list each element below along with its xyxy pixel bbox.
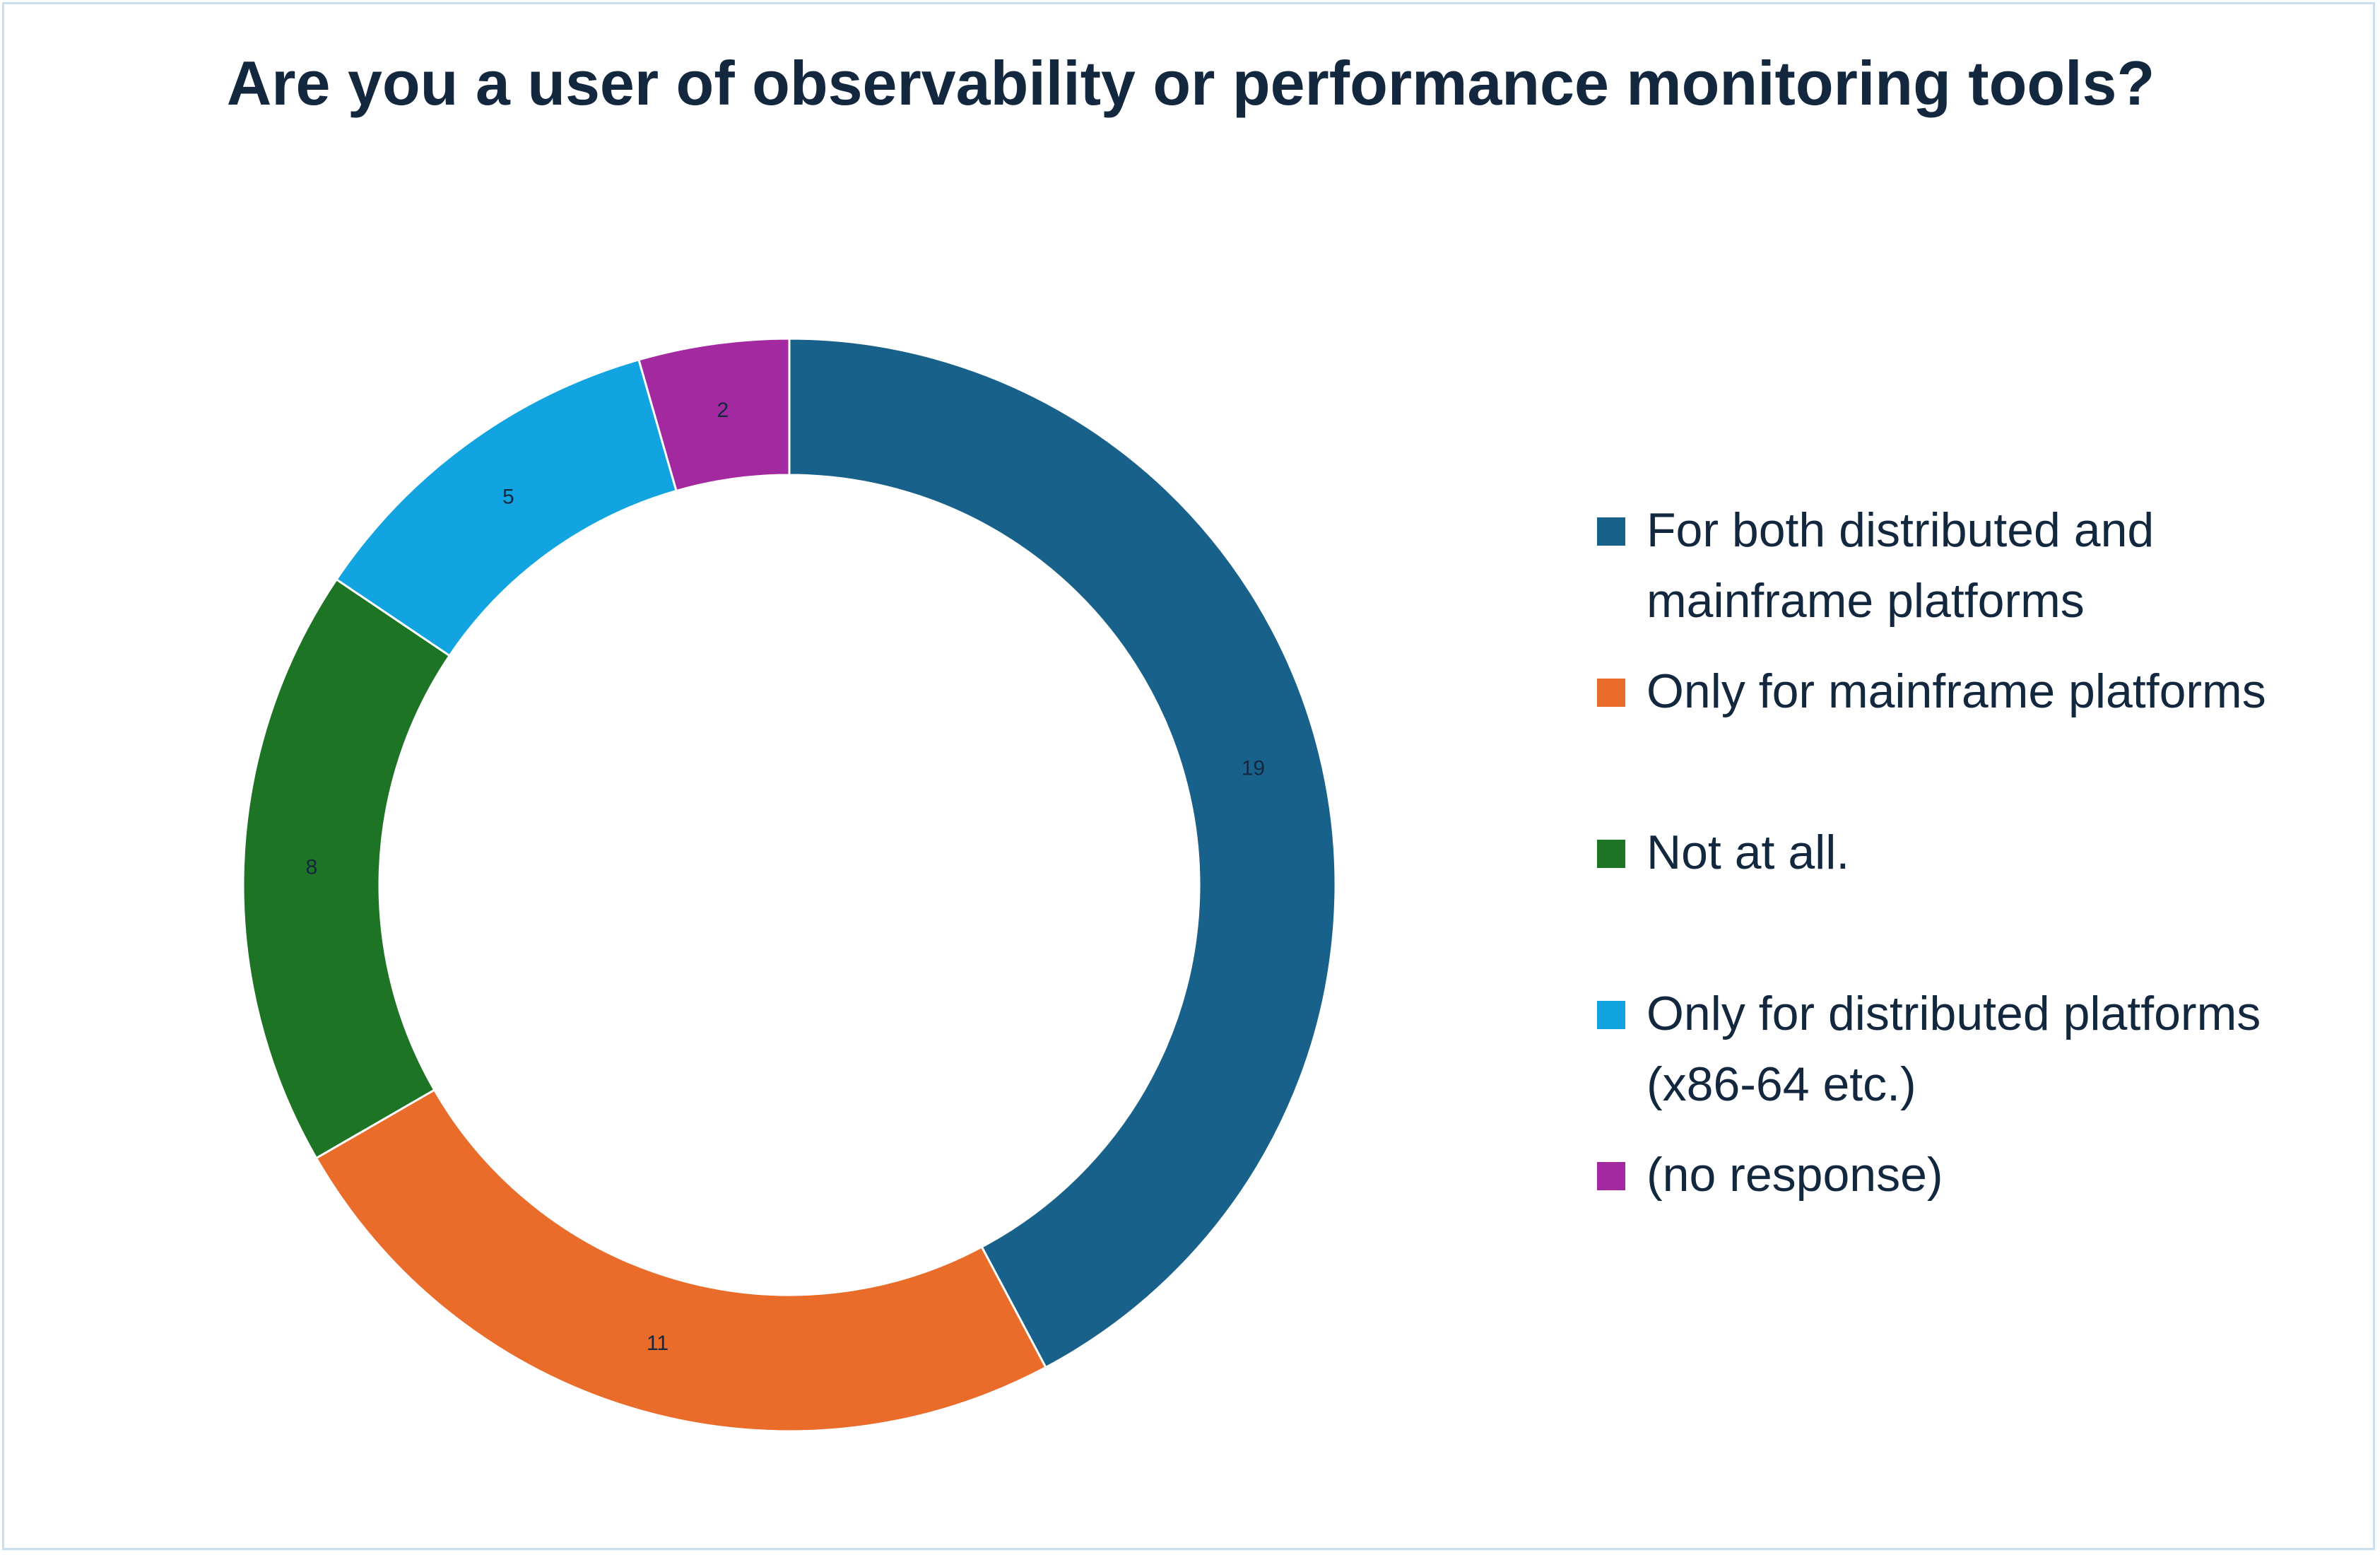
legend-swatch [1597, 840, 1625, 868]
legend-label: For both distributed and mainframe platf… [1646, 503, 2155, 628]
legend-swatch [1597, 1001, 1625, 1029]
data-label: 8 [306, 855, 318, 879]
data-label: 19 [1242, 756, 1265, 780]
data-label: 5 [502, 486, 514, 509]
data-label: 2 [717, 399, 729, 422]
legend-label: Not at all. [1646, 826, 1850, 879]
legend-label: Only for mainframe platforms [1646, 664, 2266, 718]
legend-item: For both distributed and mainframe platf… [1597, 495, 2346, 636]
legend-item: Only for mainframe platforms [1597, 656, 2346, 727]
legend-item: (no response) [1597, 1139, 2346, 1210]
legend-item: Not at all. [1597, 817, 2346, 888]
legend-label: (no response) [1646, 1148, 1943, 1202]
donut-segment [788, 337, 1337, 1369]
legend-swatch [1597, 679, 1625, 707]
donut-segment [242, 577, 452, 1160]
legend-label: Only for distributed platforms (x86-64 e… [1646, 987, 2261, 1111]
legend-swatch [1597, 517, 1625, 546]
legend-swatch [1597, 1162, 1625, 1190]
chart-title: Are you a user of observability or perfo… [226, 48, 2155, 118]
donut-segment [637, 337, 791, 493]
data-label: 11 [647, 1332, 668, 1355]
donut-segment [314, 1088, 1047, 1433]
legend-item: Only for distributed platforms (x86-64 e… [1597, 978, 2346, 1120]
